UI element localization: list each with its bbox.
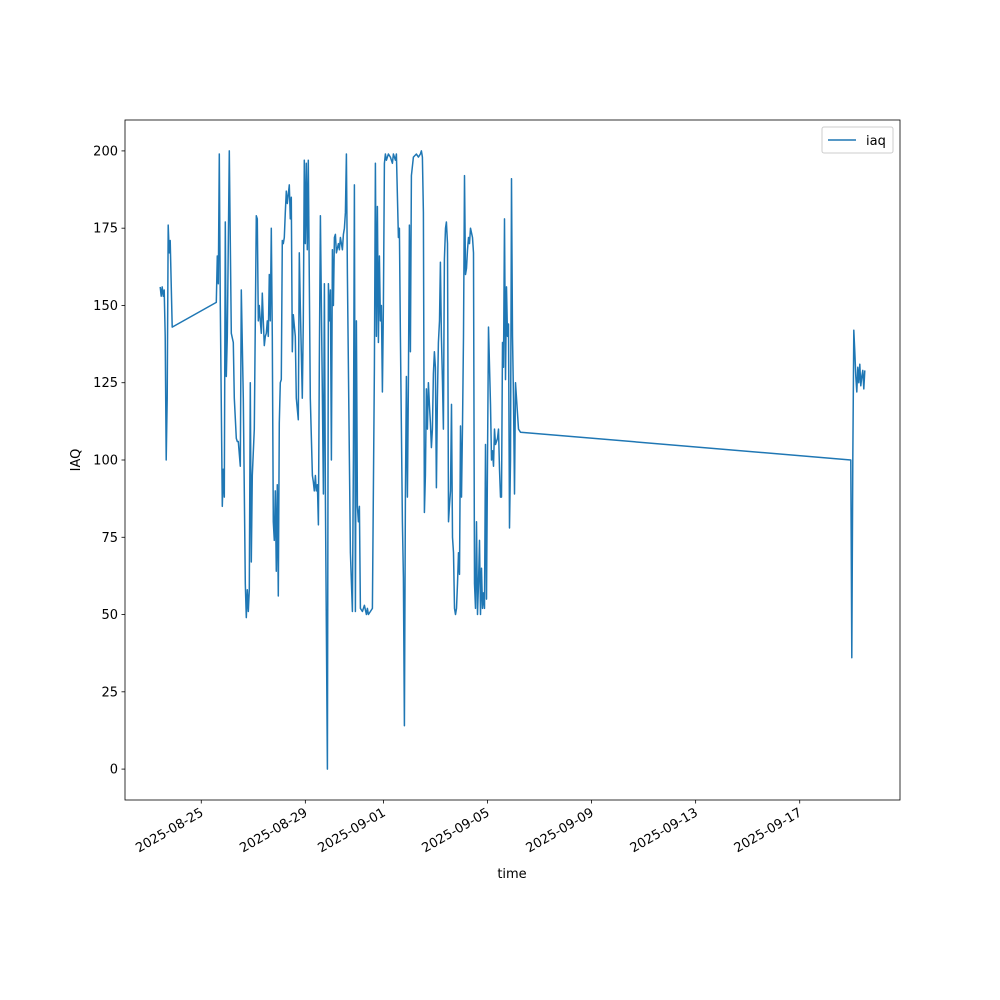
y-tick-label: 100 — [93, 454, 118, 469]
legend: iaq — [821, 126, 894, 154]
y-tick-label: 125 — [93, 376, 118, 391]
x-axis-label: time — [497, 867, 526, 882]
y-tick-label: 0 — [110, 763, 118, 778]
y-tick-label: 75 — [101, 531, 118, 546]
y-axis-label: IAQ — [69, 449, 84, 472]
y-tick-label: 50 — [101, 608, 118, 623]
y-tick-label: 200 — [93, 144, 118, 159]
plot-area — [159, 150, 866, 770]
y-tick-label: 175 — [93, 222, 118, 237]
y-tick-label: 25 — [101, 685, 118, 700]
y-axis: 0 25 50 75 100 125 150 175 200 — [93, 144, 125, 778]
axes-frame — [124, 119, 901, 801]
series-line-iaq — [159, 150, 866, 770]
y-tick-label: 150 — [93, 299, 118, 314]
legend-label-iaq: iaq — [866, 134, 886, 149]
legend-box — [821, 126, 894, 154]
